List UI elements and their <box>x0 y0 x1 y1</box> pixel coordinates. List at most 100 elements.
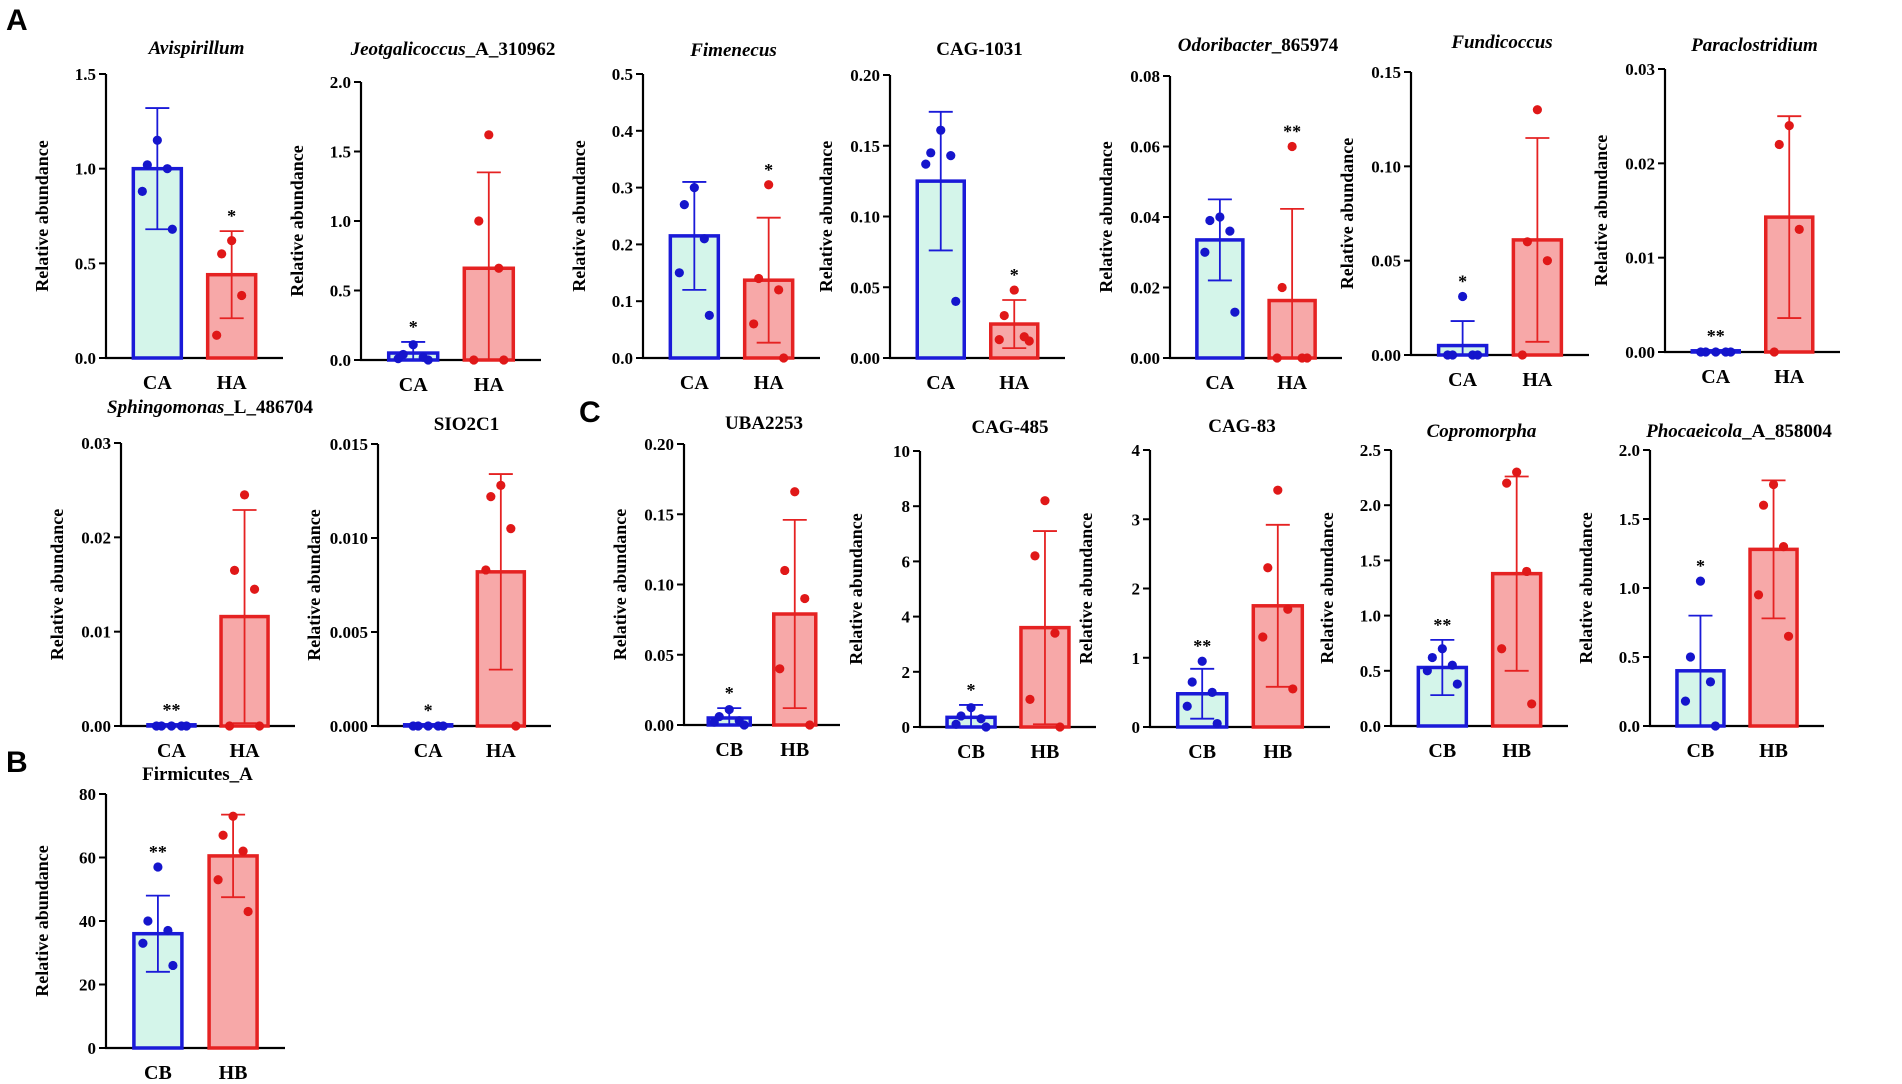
y-axis-title: Relative abundance <box>304 509 324 661</box>
data-point-HA <box>1774 139 1784 150</box>
data-point-HB <box>1283 604 1293 614</box>
data-point-HA <box>496 480 506 490</box>
data-point-HB <box>218 830 228 840</box>
chart-title-rest: _A_310962 <box>465 39 556 60</box>
data-point-CA <box>921 159 931 169</box>
data-point-HB <box>1273 485 1283 495</box>
significance-label: * <box>725 683 734 703</box>
significance-label: ** <box>1433 615 1451 635</box>
data-point-CB <box>1447 660 1457 670</box>
y-tick-label: 0.10 <box>1371 157 1401 176</box>
data-point-HA <box>484 130 494 140</box>
data-point-HA <box>1522 237 1532 247</box>
data-point-HB <box>1030 551 1040 561</box>
data-point-HA <box>779 353 789 363</box>
y-tick-label: 0.5 <box>1360 662 1381 681</box>
chart-8: 0.00 0.01 0.02 0.03 Relative abundance Sphing… <box>47 397 313 762</box>
data-point-CB <box>143 916 153 926</box>
chart-title: Firmicutes_A <box>142 764 253 785</box>
data-point-HA <box>1024 336 1034 346</box>
y-axis-title: Relative abundance <box>1076 513 1096 665</box>
y-tick-label: 1.0 <box>1619 579 1640 598</box>
data-point-CB <box>1685 652 1696 662</box>
data-point-HB <box>213 875 223 885</box>
data-point-CB <box>1710 721 1721 731</box>
data-point-HA <box>1302 353 1312 363</box>
data-point-CB <box>1197 656 1207 666</box>
y-axis-title: Relative abundance <box>610 509 630 661</box>
y-tick-label: 60 <box>79 849 96 868</box>
y-tick-label: 1.0 <box>75 160 96 179</box>
data-point-HA <box>227 236 237 246</box>
chart-title-rest: _L_486704 <box>223 397 313 418</box>
y-tick-label: 0.03 <box>1625 60 1655 79</box>
data-point-CA <box>1215 212 1225 222</box>
y-tick-label: 0.5 <box>1619 648 1640 667</box>
data-point-CA <box>1443 350 1453 360</box>
chart-13: 0 1 2 3 4 Relative abundance CAG-83 ** CB HB <box>1076 416 1330 763</box>
y-tick-label: 0.00 <box>644 716 674 735</box>
y-tick-label: 2.0 <box>1619 441 1640 460</box>
y-axis-title: Relative abundance <box>1317 512 1337 664</box>
data-point-CA <box>166 721 177 731</box>
data-point-HA <box>1532 105 1542 115</box>
data-point-CB <box>724 704 734 715</box>
data-point-CB <box>1437 644 1447 654</box>
chart-2: 0.0 0.5 1.0 1.5 2.0 Relative abundance Jeotgal… <box>287 39 555 396</box>
chart-title: CAG-485 <box>971 417 1048 438</box>
y-tick-label: 0.04 <box>1130 208 1160 227</box>
data-point-CB <box>1427 652 1437 663</box>
y-tick-label: 0.05 <box>850 278 880 297</box>
y-tick-label: 0 <box>902 718 911 737</box>
chart-title: Paraclostridium <box>1690 35 1818 56</box>
data-point-HA <box>1272 353 1282 363</box>
x-category-label: CB <box>1188 741 1216 763</box>
chart-title: Fundicoccus <box>1450 32 1552 53</box>
x-category-label: CA <box>399 374 428 396</box>
chart-title: Fimenecus <box>689 40 777 61</box>
significance-label: * <box>1458 272 1467 292</box>
data-point-HA <box>754 273 764 284</box>
y-tick-label: 2 <box>1132 580 1141 599</box>
data-point-CB <box>1705 677 1716 687</box>
y-tick-label: 0.0 <box>330 351 351 370</box>
significance-label: ** <box>1707 326 1725 346</box>
y-axis-title: Relative abundance <box>1591 135 1611 287</box>
data-point-CA <box>951 296 961 306</box>
data-point-CA <box>151 721 162 731</box>
data-point-HA <box>212 330 222 340</box>
data-point-HB <box>1025 694 1035 705</box>
x-category-label: HA <box>1774 366 1805 388</box>
data-point-CA <box>438 721 448 731</box>
y-tick-label: 4 <box>1132 441 1141 460</box>
chart-title: SIO2C1 <box>434 414 499 435</box>
significance-label: * <box>967 680 976 700</box>
y-axis-title: Relative abundance <box>47 509 67 661</box>
chart-title: Avispirillum <box>148 38 245 59</box>
y-tick-label: 2.0 <box>330 73 351 92</box>
y-tick-label: 0.5 <box>330 282 351 301</box>
y-tick-label: 8 <box>902 497 911 516</box>
bar-CA <box>1195 238 1245 360</box>
y-tick-label: 0.00 <box>1130 349 1160 368</box>
data-point-CA <box>1225 226 1235 236</box>
chart-1: 0.0 0.5 1.0 1.5 Relative abundance Avispirill… <box>32 38 283 394</box>
data-point-HB <box>1768 479 1779 490</box>
y-tick-label: 0.02 <box>81 528 111 547</box>
y-tick-label: 0.010 <box>330 529 368 548</box>
data-point-CB <box>1207 687 1217 697</box>
panel-label-a: A <box>6 4 28 37</box>
data-point-CA <box>423 721 433 731</box>
y-axis-title: Relative abundance <box>846 513 866 665</box>
y-tick-label: 0.20 <box>850 66 880 85</box>
data-point-HB <box>1778 542 1789 552</box>
data-point-CA <box>142 160 152 170</box>
y-tick-label: 0 <box>1132 718 1141 737</box>
chart-title: CAG-1031 <box>936 39 1023 60</box>
data-point-HA <box>1009 285 1019 295</box>
data-point-CA <box>1458 291 1468 302</box>
data-point-HA <box>486 492 496 502</box>
y-tick-label: 0.0 <box>1360 717 1381 736</box>
y-tick-label: 0.08 <box>1130 67 1160 86</box>
y-tick-label: 1.0 <box>330 212 351 231</box>
